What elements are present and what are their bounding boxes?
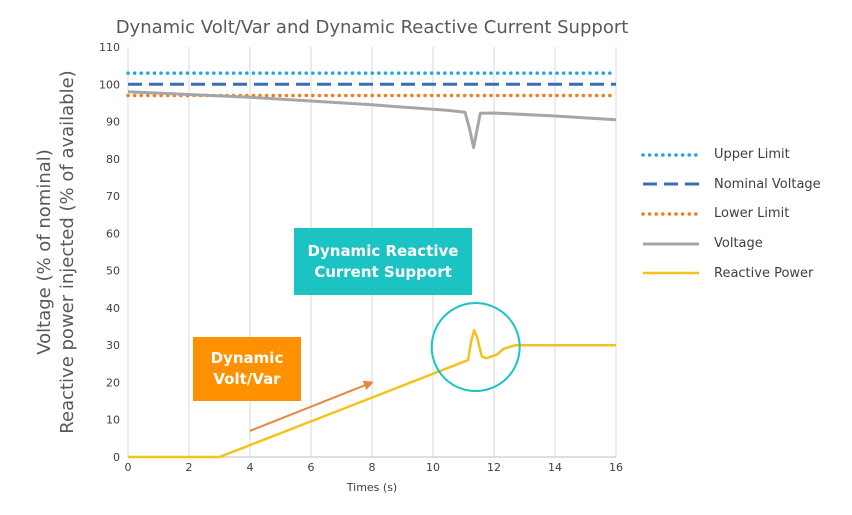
legend-swatch-4 — [643, 271, 699, 275]
legend-label-0: Upper Limit — [714, 147, 790, 163]
legend-swatch-1 — [643, 182, 699, 186]
x-tick-label-6: 6 — [308, 461, 315, 474]
y-tick-label-20: 20 — [106, 376, 120, 389]
legend-item-1: Nominal Voltage — [640, 170, 845, 200]
y-tick-label-60: 60 — [106, 227, 120, 240]
y-axis-label-line1: Voltage (% of nominal) — [34, 149, 55, 355]
y-tick-label-10: 10 — [106, 414, 120, 427]
legend-label-1: Nominal Voltage — [714, 176, 821, 192]
x-tick-label-0: 0 — [125, 461, 132, 474]
series-line-3 — [127, 90, 617, 150]
legend-item-3: Voltage — [640, 229, 845, 259]
x-tick-label-10: 10 — [426, 461, 440, 474]
legend-swatch-0 — [641, 153, 701, 157]
annotation-overlay — [249, 302, 521, 432]
legend-item-4: Reactive Power — [640, 258, 845, 288]
y-tick-label-110: 110 — [99, 41, 120, 54]
y-tick-label-30: 30 — [106, 339, 120, 352]
annotation-dynamic-volt-var: Dynamic Volt/Var — [193, 337, 301, 401]
highlight-circle — [430, 302, 521, 393]
x-tick-label-4: 4 — [247, 461, 254, 474]
tick-labels: 0 2 4 6 8 10 12 14 16 0 10 20 30 40 50 60 70 80 90 100 110 — [99, 41, 623, 474]
series-line-4 — [128, 329, 616, 459]
x-axis-label: Times (s) — [346, 481, 397, 494]
x-tick-label-16: 16 — [609, 461, 623, 474]
chart-title: Dynamic Volt/Var and Dynamic Reactive Cu… — [116, 17, 629, 38]
legend-label-4: Reactive Power — [714, 265, 814, 281]
y-tick-label-80: 80 — [106, 153, 120, 166]
x-tick-label-12: 12 — [487, 461, 501, 474]
legend-swatch-3 — [643, 242, 699, 246]
x-tick-label-8: 8 — [369, 461, 376, 474]
annotation-reactive-current-support: Dynamic Reactive Current Support — [294, 228, 472, 295]
legend-label-2: Lower Limit — [714, 206, 790, 222]
trend-arrow — [249, 380, 374, 432]
y-tick-label-0: 0 — [113, 451, 120, 464]
x-tick-label-2: 2 — [186, 461, 193, 474]
x-tick-label-14: 14 — [548, 461, 562, 474]
legend-item-2: Lower Limit — [640, 199, 845, 229]
legend-swatch-2 — [641, 212, 701, 216]
y-axis-label-line2: Reactive power injected (% of available) — [57, 70, 78, 433]
y-tick-label-70: 70 — [106, 190, 120, 203]
legend: Upper Limit Nominal Voltage Lower Limit Vol… — [640, 140, 845, 288]
y-tick-label-40: 40 — [106, 302, 120, 315]
legend-item-0: Upper Limit — [640, 140, 845, 170]
y-tick-label-50: 50 — [106, 265, 120, 278]
legend-label-3: Voltage — [714, 236, 763, 252]
series-group — [126, 71, 618, 459]
y-tick-label-90: 90 — [106, 116, 120, 129]
y-tick-label-100: 100 — [99, 78, 120, 91]
